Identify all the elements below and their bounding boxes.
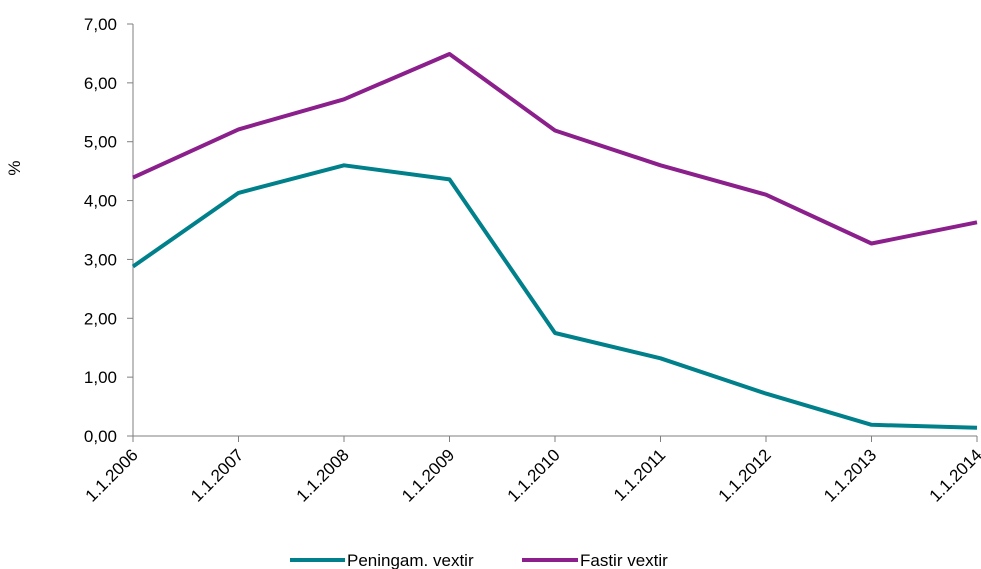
axes xyxy=(127,23,978,442)
y-tick-label: 2,00 xyxy=(84,309,117,328)
x-tick-label: 1.1.2007 xyxy=(187,445,247,505)
series-line xyxy=(132,52,978,246)
y-tick-label: 5,00 xyxy=(84,133,117,152)
x-tick-label: 1.1.2013 xyxy=(820,445,880,505)
series-layer xyxy=(131,52,978,430)
x-tick-label: 1.1.2011 xyxy=(610,445,669,504)
legend-label: Peningam. vextir xyxy=(347,551,474,569)
x-tick-label: 1.1.2009 xyxy=(398,445,458,505)
series-line xyxy=(131,163,978,430)
tick-labels: 0,00 1,00 2,00 3,00 4,00 5,00 6,00 7,00 1.1.2006… xyxy=(82,15,981,506)
y-tick-label: 7,00 xyxy=(84,15,117,34)
y-tick-label: 1,00 xyxy=(84,368,117,387)
y-tick-label: 0,00 xyxy=(84,427,117,446)
x-tick-label: 1.1.2012 xyxy=(715,445,775,505)
x-tick-label: 1.1.2008 xyxy=(293,445,353,505)
y-tick-label: 3,00 xyxy=(84,250,117,269)
y-tick-label: 6,00 xyxy=(84,74,117,93)
x-tick-label: 1.1.2010 xyxy=(504,445,564,505)
x-tick-label: 1.1.2006 xyxy=(82,445,142,505)
legend: Peningam. vextir Fastir vextir xyxy=(290,551,668,569)
legend-label: Fastir vextir xyxy=(580,551,668,569)
x-tick-label: 1.1.2014 xyxy=(926,445,981,505)
y-tick-label: 4,00 xyxy=(84,192,117,211)
y-axis-label: % xyxy=(5,160,24,175)
